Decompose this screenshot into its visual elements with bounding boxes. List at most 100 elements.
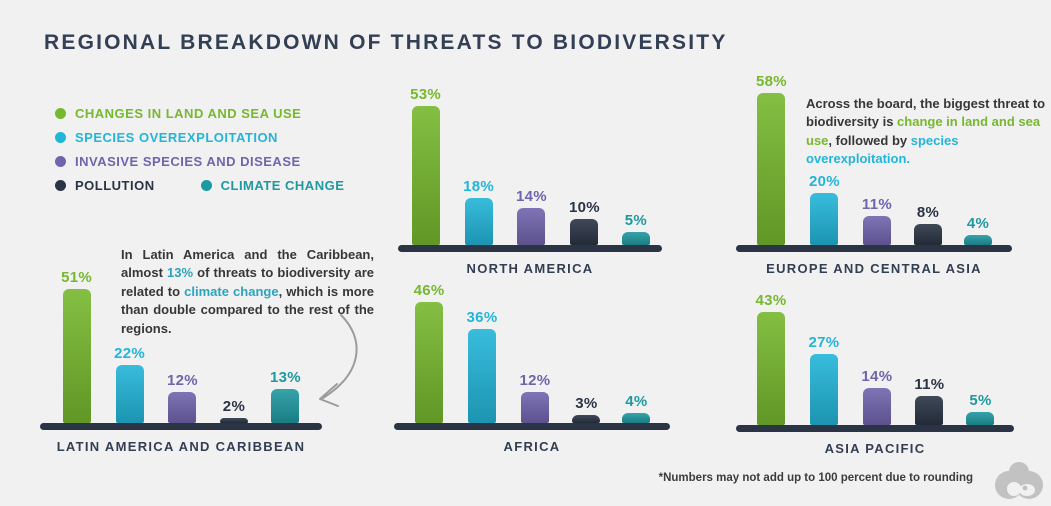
- bars: 46% 36% 12% 3% 4%: [394, 248, 670, 423]
- annotation-segment: change in land and sea use: [806, 114, 1041, 148]
- bar-value-label: 20%: [808, 172, 840, 190]
- bar: [862, 388, 891, 425]
- bar: [219, 417, 248, 423]
- legend-item-land-use: CHANGES IN LAND AND SEA USE: [55, 106, 301, 121]
- pollution-dot-icon: [55, 179, 66, 191]
- bar-group-climate-change: 5%: [966, 391, 995, 425]
- bar-group-climate-change: 4%: [622, 392, 651, 423]
- bar-group-pollution: 3%: [572, 395, 601, 423]
- bar-value-label: 4%: [625, 392, 648, 410]
- legend-row: POLLUTION CLIMATE CHANGE: [55, 173, 344, 197]
- bar-value-label: 4%: [966, 214, 990, 232]
- bar-value-label: 36%: [466, 308, 498, 326]
- bar-group-species-overexploitation: 18%: [463, 178, 494, 245]
- bar-group-species-overexploitation: 22%: [114, 345, 145, 423]
- bar: [809, 354, 838, 425]
- chart-label-africa: AFRICA: [503, 439, 561, 454]
- legend-item-invasive: INVASIVE SPECIES AND DISEASE: [55, 154, 301, 169]
- binoculars-logo-icon: [995, 462, 1043, 499]
- annotation-segment: Across the board, the biggest threat to …: [806, 96, 1046, 130]
- bar: [915, 396, 944, 425]
- climate-dot-icon: [200, 179, 212, 191]
- bars: 43% 27% 14% 11% 5%: [736, 250, 1014, 425]
- legend-label-pollution: POLLUTION: [75, 177, 155, 193]
- annotation-europe: Across the board, the biggest threat to …: [806, 95, 1046, 169]
- land-use-dot-icon: [55, 107, 66, 119]
- bar: [572, 415, 601, 423]
- bar: [411, 106, 440, 245]
- bar: [621, 231, 650, 245]
- bar-value-label: 12%: [519, 371, 551, 389]
- bar-group-species-overexploitation: 27%: [808, 334, 839, 425]
- bar-group-changes-in-land-and-sea-use: 58%: [756, 73, 787, 245]
- bar-group-pollution: 2%: [219, 397, 248, 423]
- bar-group-changes-in-land-and-sea-use: 46%: [414, 282, 445, 423]
- chart-label-north-america: NORTH AMERICA: [466, 261, 594, 276]
- chart-north-america: 53% 18% 14% 10% 5% NORTH AMERICA: [398, 70, 662, 276]
- bar: [62, 289, 91, 423]
- annotation-segment: , which is more than double compared to …: [121, 283, 374, 336]
- bar-value-label: 5%: [624, 211, 648, 229]
- chart-label-asia-pacific: ASIA PACIFIC: [824, 441, 926, 456]
- chart-baseline: [398, 245, 662, 252]
- legend-row: INVASIVE SPECIES AND DISEASE: [55, 149, 344, 173]
- chart-europe-central-asia: 58% 20% 11% 8% 4% EUROPE AND CENTRAL ASIA: [736, 70, 1012, 276]
- footnote: *Numbers may not add up to 100 percent d…: [658, 472, 973, 484]
- curved-arrow-icon: [319, 314, 358, 407]
- bars: 51% 22% 12% 2% 13%: [40, 248, 322, 423]
- bar: [271, 388, 300, 423]
- bar: [913, 224, 942, 245]
- bar-value-label: 18%: [463, 177, 494, 195]
- bar-value-label: 43%: [755, 292, 787, 310]
- chart-label-europe-central-asia: EUROPE AND CENTRAL ASIA: [766, 261, 982, 276]
- bar-value-label: 53%: [410, 86, 442, 104]
- legend-item-climate: CLIMATE CHANGE: [200, 177, 345, 193]
- bar-value-label: 13%: [269, 368, 301, 386]
- annotation-latin-america: In Latin America and the Caribbean, almo…: [121, 246, 374, 338]
- bar-group-invasive-species-and-disease: 12%: [167, 372, 198, 423]
- bars: 58% 20% 11% 8% 4%: [736, 70, 1012, 245]
- bar: [168, 391, 197, 423]
- annotation-segment: , followed by: [828, 132, 911, 148]
- chart-label-latin-america-caribbean: LATIN AMERICA AND CARIBBEAN: [56, 439, 306, 454]
- legend-label-climate: CLIMATE CHANGE: [220, 177, 345, 193]
- bar: [468, 328, 496, 423]
- bars: 53% 18% 14% 10% 5%: [398, 70, 662, 245]
- legend-label-land-use: CHANGES IN LAND AND SEA USE: [75, 105, 302, 121]
- bar-value-label: 11%: [914, 376, 945, 394]
- bar-value-label: 27%: [808, 334, 840, 352]
- annotation-segment: In Latin America and the Caribbean, almo…: [121, 247, 374, 281]
- legend-row: CHANGES IN LAND AND SEA USE: [55, 101, 344, 125]
- bar-value-label: 3%: [575, 395, 598, 413]
- bar: [963, 234, 992, 245]
- bar-group-changes-in-land-and-sea-use: 53%: [410, 86, 441, 245]
- bar-value-label: 51%: [61, 269, 93, 287]
- bar-group-climate-change: 4%: [963, 214, 992, 245]
- bar-group-changes-in-land-and-sea-use: 51%: [61, 269, 92, 423]
- bar: [464, 197, 493, 245]
- legend-item-pollution: POLLUTION: [55, 178, 155, 193]
- bar: [415, 302, 444, 423]
- legend: CHANGES IN LAND AND SEA USE SPECIES OVER…: [55, 101, 344, 197]
- bar-value-label: 58%: [756, 73, 787, 91]
- annotation-segment: of threats to biodiversity are related t…: [121, 265, 374, 299]
- chart-asia-pacific: 43% 27% 14% 11% 5% ASIA PACIFIC: [736, 250, 1014, 456]
- bar-value-label: 2%: [222, 397, 246, 415]
- legend-row: SPECIES OVEREXPLOITATION: [55, 125, 344, 149]
- bar: [520, 391, 549, 423]
- bar-value-label: 14%: [861, 368, 893, 386]
- chart-baseline: [736, 425, 1014, 432]
- bar-group-invasive-species-and-disease: 12%: [519, 372, 550, 423]
- bar-group-invasive-species-and-disease: 14%: [516, 188, 547, 245]
- bar: [966, 411, 995, 425]
- bar-value-label: 8%: [916, 204, 940, 222]
- legend-label-invasive: INVASIVE SPECIES AND DISEASE: [75, 153, 301, 169]
- annotation-segment: species overexploitation.: [806, 132, 959, 167]
- bar-group-species-overexploitation: 36%: [467, 309, 498, 423]
- chart-africa: 46% 36% 12% 3% 4% AFRICA: [394, 248, 670, 454]
- bar-group-pollution: 11%: [914, 376, 944, 425]
- bar-group-invasive-species-and-disease: 11%: [862, 196, 892, 245]
- bar-group-changes-in-land-and-sea-use: 43%: [756, 292, 787, 425]
- bar-group-climate-change: 5%: [621, 211, 650, 245]
- bar-value-label: 5%: [969, 391, 992, 409]
